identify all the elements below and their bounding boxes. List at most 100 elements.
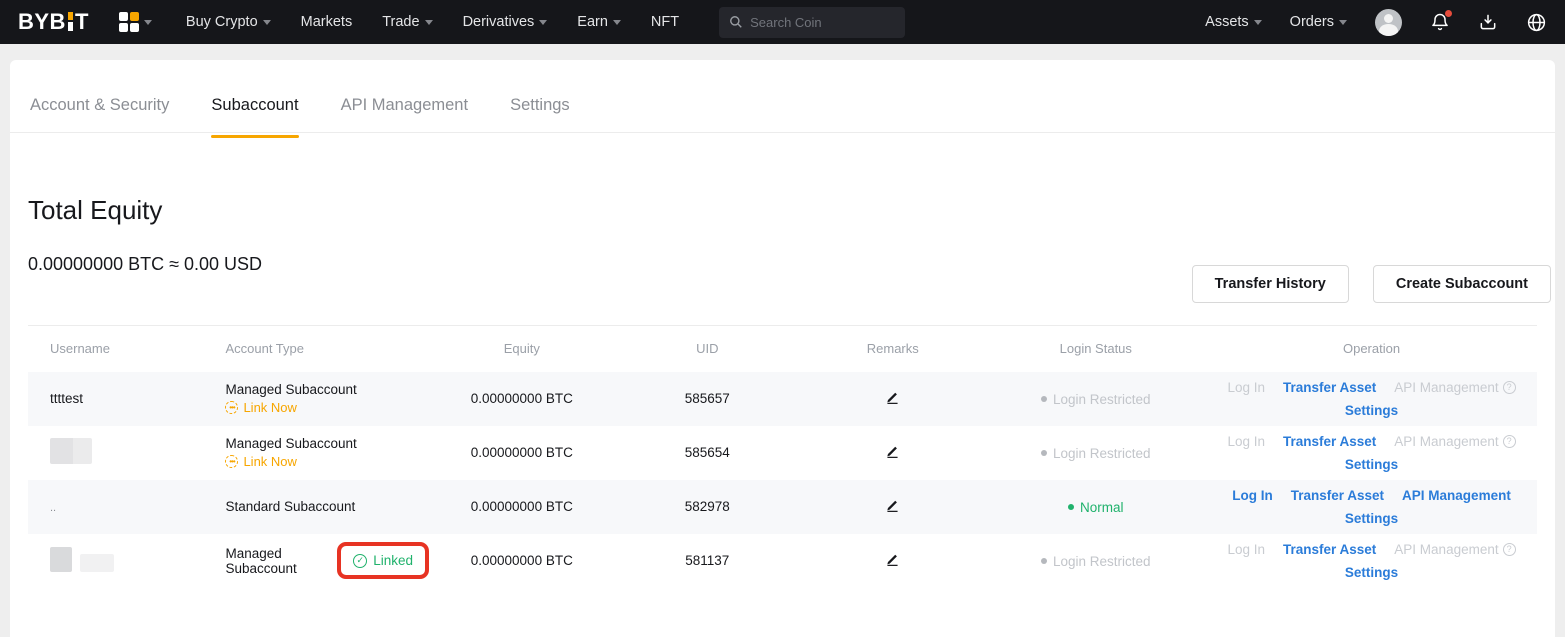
nav-assets[interactable]: Assets [1205, 14, 1262, 30]
tab-api-management[interactable]: API Management [340, 96, 469, 114]
settings-link[interactable]: Settings [1344, 510, 1399, 526]
nav-orders[interactable]: Orders [1290, 14, 1347, 30]
table-row: Managed Subaccount ✓ Linked 0.00000000 B… [28, 534, 1537, 588]
username-cell: .. [50, 502, 57, 514]
notifications-button[interactable] [1430, 10, 1452, 32]
bybit-logo[interactable]: BYB T [18, 11, 89, 33]
subaccount-table: Username Account Type Equity UID Remarks… [28, 325, 1537, 588]
transfer-history-button[interactable]: Transfer History [1191, 265, 1349, 303]
transfer-asset-link[interactable]: Transfer Asset [1283, 379, 1377, 395]
link-icon: ••• [225, 455, 239, 468]
redacted-username [50, 438, 92, 464]
api-management-link[interactable]: API Management? [1394, 434, 1516, 449]
logo-text-right: T [74, 9, 89, 34]
remarks-cell [800, 372, 985, 426]
apps-grid-icon [118, 12, 139, 32]
link-now-action[interactable]: ••• Link Now [225, 400, 297, 415]
transfer-asset-link[interactable]: Transfer Asset [1283, 541, 1377, 557]
download-icon [1480, 14, 1496, 30]
logo-text-left: BYB [18, 9, 66, 34]
nav-markets[interactable]: Markets [300, 14, 353, 30]
login-status-cell: Login Restricted [986, 534, 1207, 588]
help-icon: ? [1502, 542, 1516, 556]
operation-cell: Log In Transfer Asset API Management? Se… [1206, 372, 1537, 426]
col-uid: UID [696, 341, 719, 357]
settings-link[interactable]: Settings [1344, 402, 1399, 418]
tab-settings[interactable]: Settings [510, 96, 570, 114]
uid-cell: 581137 [685, 553, 730, 568]
create-subaccount-button[interactable]: Create Subaccount [1372, 265, 1551, 303]
search-input[interactable] [750, 14, 881, 30]
settings-link[interactable]: Settings [1344, 456, 1399, 472]
chevron-down-icon [262, 19, 271, 25]
check-circle-icon: ✓ [353, 553, 368, 568]
chevron-down-icon [1253, 19, 1262, 25]
chevron-down-icon [612, 19, 621, 25]
tab-account-security[interactable]: Account & Security [30, 96, 170, 114]
linked-status-highlight: ✓ Linked [337, 542, 430, 579]
account-type-cell: Managed Subaccount ••• Link Now [225, 436, 357, 469]
remarks-cell [800, 426, 985, 480]
account-type-cell: Managed Subaccount ••• Link Now [225, 382, 357, 415]
log-in-link[interactable]: Log In [1232, 487, 1273, 503]
downloads-button[interactable] [1478, 12, 1498, 32]
table-row: Managed Subaccount ••• Link Now 0.000000… [28, 426, 1537, 480]
col-login-status: Login Status [1059, 341, 1132, 357]
login-status-cell: Login Restricted [986, 426, 1207, 480]
settings-link[interactable]: Settings [1344, 564, 1399, 580]
language-button[interactable] [1526, 12, 1547, 33]
redacted-username [80, 553, 114, 572]
login-status-cell: Login Restricted [986, 372, 1207, 426]
api-management-link[interactable]: API Management? [1394, 542, 1516, 557]
redacted-username [50, 546, 72, 572]
tab-subaccount[interactable]: Subaccount [211, 96, 299, 138]
edit-remark-icon[interactable] [885, 498, 900, 516]
remarks-cell [800, 480, 985, 534]
account-type-cell: Standard Subaccount [225, 499, 356, 514]
uid-cell: 585654 [684, 445, 730, 460]
chevron-down-icon [539, 19, 548, 25]
log-in-link[interactable]: Log In [1227, 433, 1265, 449]
nav-earn[interactable]: Earn [577, 14, 621, 30]
username-cell: ttttest [50, 391, 84, 406]
top-navbar: BYB T Buy Crypto Markets Trade Derivativ… [0, 0, 1565, 44]
log-in-link[interactable]: Log In [1227, 541, 1265, 557]
operation-cell: Log In Transfer Asset API Management? Se… [1206, 534, 1537, 588]
link-icon: ••• [225, 401, 239, 414]
help-icon: ? [1502, 380, 1516, 394]
edit-remark-icon[interactable] [885, 444, 900, 462]
log-in-link[interactable]: Log In [1227, 379, 1265, 395]
nav-derivatives[interactable]: Derivatives [463, 14, 548, 30]
table-header-row: Username Account Type Equity UID Remarks… [28, 325, 1537, 372]
table-row: .. Standard Subaccount 0.00000000 BTC 58… [28, 479, 1537, 534]
remarks-cell [800, 534, 985, 588]
equity-cell: 0.00000000 BTC [470, 553, 573, 568]
chevron-down-icon [143, 19, 152, 25]
search-icon [730, 16, 742, 28]
username-cell [28, 426, 203, 480]
edit-remark-icon[interactable] [885, 390, 900, 408]
api-management-link[interactable]: API Management [1402, 487, 1511, 503]
help-icon: ? [1502, 434, 1516, 448]
link-now-action[interactable]: ••• Link Now [225, 454, 297, 469]
account-avatar[interactable] [1375, 8, 1402, 36]
linked-label: Linked [373, 553, 414, 568]
api-management-link[interactable]: API Management? [1394, 380, 1516, 395]
chevron-down-icon [1339, 19, 1347, 25]
account-tabs: Account & Security Subaccount API Manage… [10, 60, 1555, 138]
transfer-asset-link[interactable]: Transfer Asset [1283, 433, 1377, 449]
col-remarks: Remarks [866, 341, 919, 357]
uid-cell: 585657 [684, 391, 730, 406]
transfer-asset-link[interactable]: Transfer Asset [1290, 487, 1385, 503]
equity-cell: 0.00000000 BTC [470, 391, 573, 406]
logo-i-mark [67, 12, 73, 31]
edit-remark-icon[interactable] [885, 552, 900, 570]
col-operation: Operation [1342, 341, 1401, 357]
nav-buy-crypto[interactable]: Buy Crypto [186, 14, 271, 30]
nav-trade[interactable]: Trade [382, 14, 433, 30]
notification-bell-icon [1432, 13, 1448, 31]
apps-grid-menu[interactable] [118, 12, 152, 32]
nav-nft[interactable]: NFT [650, 14, 680, 30]
coin-search-box[interactable] [719, 6, 906, 38]
account-type-cell: Managed Subaccount ✓ Linked [203, 534, 430, 588]
